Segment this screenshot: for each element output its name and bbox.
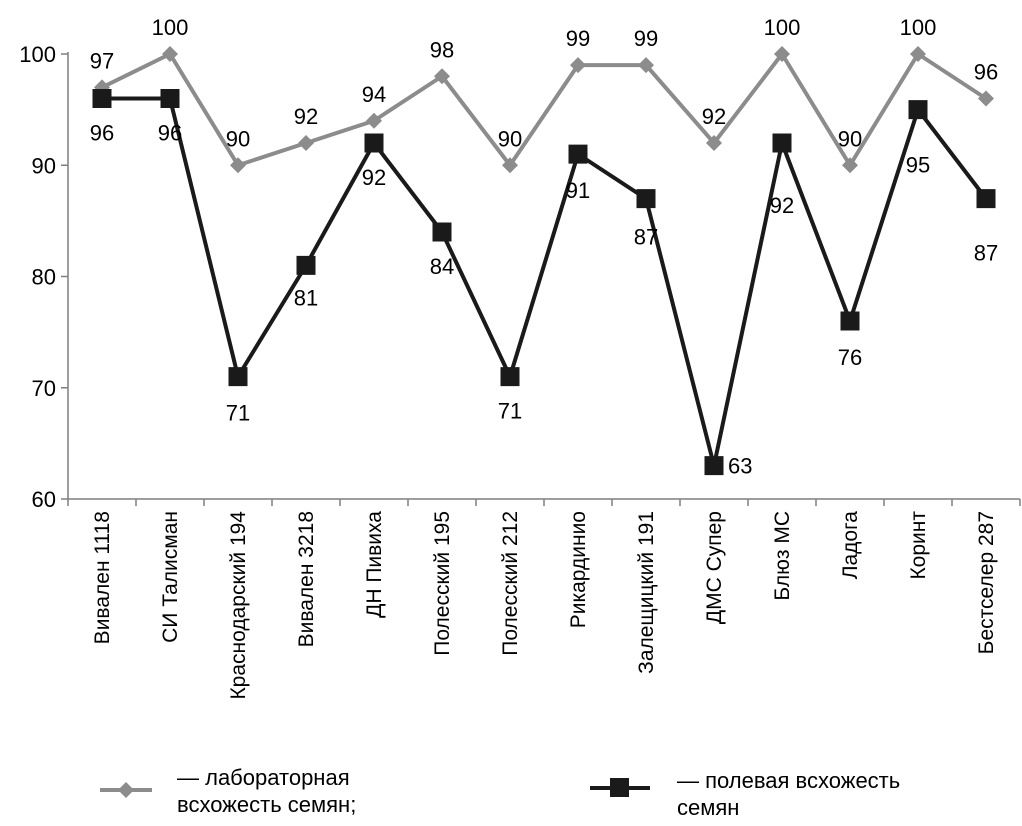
- legend-label-field: — полевая всхожесть семян: [677, 767, 900, 821]
- y-tick-label: 90: [32, 153, 56, 178]
- point-lab: [366, 112, 382, 129]
- point-field: [908, 100, 928, 120]
- x-category-label: Краснодарский 194: [227, 511, 250, 700]
- data-label-lab: 98: [430, 37, 454, 62]
- data-label-field: 92: [362, 165, 386, 190]
- point-field: [432, 222, 452, 242]
- legend-marker-field: [610, 778, 629, 797]
- point-field: [296, 255, 316, 275]
- data-label-lab: 97: [90, 48, 114, 73]
- data-label-lab: 90: [838, 126, 862, 151]
- point-lab: [638, 57, 654, 74]
- series-line-field: [102, 96, 988, 468]
- point-lab: [706, 135, 722, 151]
- axes: 60 70 80 90 100 Вивален 1118 СИ Талисман Красно…: [19, 42, 1021, 700]
- legend-label-lab: — лабораторная всхожесть семян;: [177, 764, 356, 818]
- point-field: [772, 133, 792, 153]
- data-label-field: 63: [728, 454, 752, 479]
- point-field: [228, 367, 248, 387]
- data-label-lab: 96: [974, 60, 998, 85]
- data-label-field: 96: [158, 121, 182, 146]
- x-category-label: Ладога: [839, 511, 862, 580]
- legend-label-lab-line-2: всхожесть семян;: [177, 792, 357, 817]
- data-labels: 97 100 90 92 94 98 90 99 99 92 100 90 100 96 96 96 71 81 9…: [90, 15, 998, 479]
- data-label-field: 91: [566, 178, 590, 203]
- legend-label-lab-line-1: — лабораторная: [177, 765, 350, 790]
- legend-label-field-line-2: семян: [677, 795, 740, 820]
- x-category-label: Рикардинио: [567, 511, 590, 628]
- point-lab: [978, 90, 994, 107]
- data-label-field: 96: [90, 121, 114, 146]
- y-tick-label: 100: [19, 42, 56, 67]
- point-field: [636, 189, 656, 209]
- data-label-lab: 90: [226, 126, 250, 151]
- y-tick-label: 80: [32, 265, 56, 290]
- data-label-lab: 100: [900, 15, 937, 40]
- y-tick-label: 70: [32, 376, 56, 401]
- point-field: [976, 189, 996, 209]
- data-label-field: 71: [226, 401, 250, 426]
- x-category-label: Коринт: [907, 511, 930, 580]
- data-label-lab: 92: [702, 104, 726, 129]
- x-category-label: Залещицкий 191: [635, 511, 658, 674]
- data-label-lab: 92: [294, 104, 318, 129]
- data-label-field: 84: [430, 254, 454, 279]
- data-label-lab: 90: [498, 126, 522, 151]
- data-label-lab: 94: [362, 82, 386, 107]
- x-category-label: Полесский 212: [499, 511, 522, 656]
- data-label-field: 92: [770, 193, 794, 218]
- x-category-label: ДМС Супер: [703, 511, 726, 624]
- data-label-field: 95: [906, 153, 930, 178]
- x-category-label: Полесский 195: [431, 511, 454, 656]
- point-lab: [298, 135, 314, 151]
- point-field: [160, 89, 180, 108]
- series-line-lab: [101, 52, 988, 168]
- data-label-field: 76: [838, 345, 862, 370]
- point-lab: [910, 46, 926, 62]
- data-label-field: 81: [294, 285, 318, 310]
- point-lab: [570, 57, 586, 74]
- point-field: [840, 311, 860, 331]
- legend-marker-lab: [118, 782, 134, 798]
- x-category-label: Бестселер 287: [975, 511, 998, 654]
- data-label-lab: 99: [566, 26, 590, 51]
- point-lab: [230, 157, 246, 174]
- point-lab: [774, 46, 790, 62]
- point-field: [704, 456, 724, 476]
- legend-label-field-line-1: — полевая всхожесть: [677, 768, 901, 793]
- point-field: [568, 144, 588, 164]
- data-label-lab: 99: [634, 26, 658, 51]
- series-lines: [101, 52, 988, 468]
- point-field: [500, 367, 520, 387]
- data-label-field: 87: [974, 241, 998, 266]
- data-label-field: 71: [498, 399, 522, 424]
- point-lab: [502, 157, 518, 174]
- x-category-label: СИ Талисман: [159, 511, 182, 643]
- y-tick-label: 60: [32, 487, 56, 512]
- data-label-lab: 100: [764, 15, 801, 40]
- series-markers: [92, 46, 996, 476]
- legend-swatches: [100, 778, 650, 798]
- point-field: [92, 89, 112, 108]
- data-label-lab: 100: [152, 15, 189, 40]
- point-lab: [434, 68, 450, 85]
- point-lab: [842, 157, 858, 174]
- x-category-label: Вивален 1118: [91, 511, 114, 644]
- x-category-label: ДН Пивиха: [363, 511, 386, 618]
- point-lab: [162, 46, 178, 62]
- point-field: [364, 133, 384, 153]
- x-category-label: Вивален 3218: [295, 511, 318, 647]
- data-label-field: 87: [634, 225, 658, 250]
- x-category-label: Блюз МС: [771, 511, 794, 601]
